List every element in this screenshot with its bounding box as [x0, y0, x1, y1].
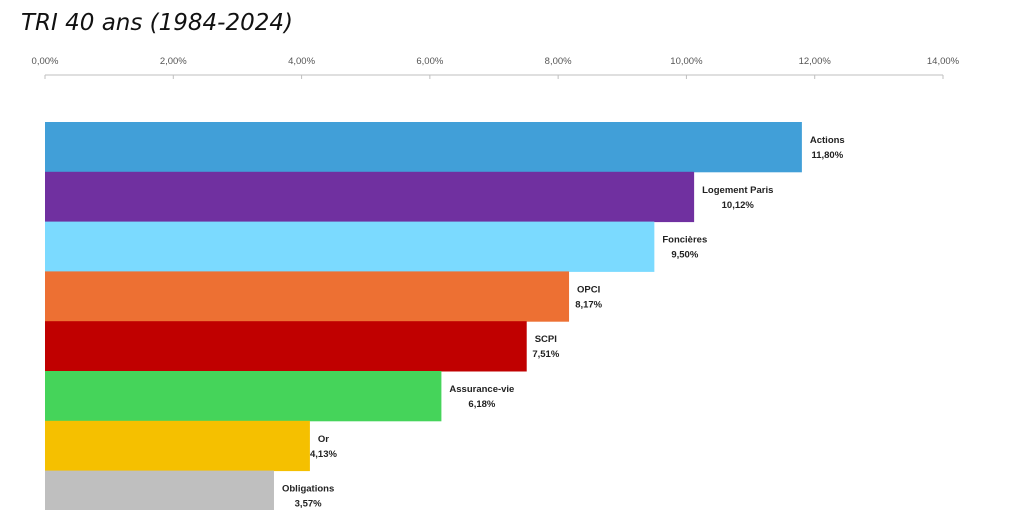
bar-category-label: Logement Paris — [702, 185, 773, 196]
bar-value-label: 3,57% — [295, 499, 322, 510]
x-tick-label: 0,00% — [32, 56, 59, 67]
x-tick-label: 8,00% — [545, 56, 572, 67]
bar — [45, 321, 527, 372]
bar-labels-group: Actions 11,80% Logement Paris 10,12% Foncièr… — [282, 135, 845, 510]
x-tick-label: 10,00% — [670, 56, 703, 67]
bar-value-label: 7,51% — [532, 349, 559, 360]
x-tick-label: 12,00% — [799, 56, 832, 67]
bars-group — [45, 122, 802, 510]
bar-value-label: 9,50% — [671, 250, 698, 261]
bar — [45, 470, 274, 510]
bar-value-label: 4,13% — [310, 449, 337, 460]
bar — [45, 221, 655, 272]
bar-value-label: 8,17% — [575, 299, 602, 310]
bar-category-label: OPCI — [577, 284, 600, 295]
bar-category-label: Actions — [810, 135, 845, 146]
bar-category-label: Or — [318, 434, 329, 445]
x-tick-label: 6,00% — [416, 56, 443, 67]
x-tick-label: 2,00% — [160, 56, 187, 67]
bar — [45, 271, 570, 322]
chart-title: TRI 40 ans (1984-2024) — [21, 10, 293, 36]
bar — [45, 420, 310, 472]
bar-category-label: Assurance-vie — [449, 384, 514, 395]
x-tick-label: 4,00% — [288, 56, 315, 67]
bar-category-label: Foncières — [662, 235, 707, 246]
bar-value-label: 6,18% — [468, 399, 495, 410]
bar-value-label: 11,80% — [811, 150, 843, 161]
x-tick-label: 14,00% — [927, 56, 960, 67]
bar-value-label: 10,12% — [722, 200, 755, 211]
bar — [45, 122, 802, 173]
bar — [45, 171, 695, 223]
bar-category-label: Obligations — [282, 484, 334, 495]
x-axis: 0,00% 2,00% 4,00% 6,00% 8,00% 10,00% 12,00% 14,… — [32, 56, 960, 79]
bar-category-label: SCPI — [535, 334, 557, 345]
bar — [45, 371, 442, 422]
